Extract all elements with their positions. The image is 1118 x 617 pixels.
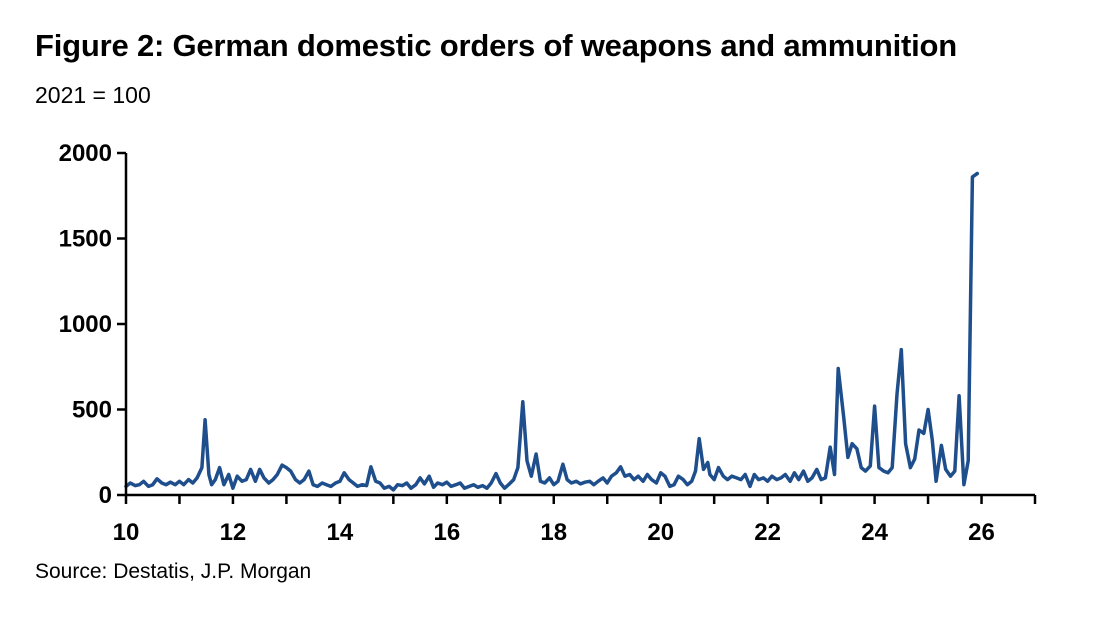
y-tick-label: 1500	[59, 226, 112, 253]
chart-title: Figure 2: German domestic orders of weap…	[35, 28, 958, 63]
x-tick-label: 24	[861, 519, 888, 546]
x-tick-label: 22	[754, 519, 781, 546]
y-axis: 0 500 1000 1500 2000	[59, 140, 128, 509]
x-tick-label: 10	[113, 519, 140, 546]
x-tick-label: 12	[220, 519, 247, 546]
x-tick-label: 26	[968, 519, 995, 546]
x-tick-label: 16	[433, 519, 460, 546]
y-tick-label: 500	[72, 397, 112, 424]
x-tick-label: 20	[647, 519, 674, 546]
plot-area	[124, 171, 980, 492]
source-note: Source: Destatis, J.P. Morgan	[35, 560, 312, 583]
y-tick-label: 1000	[59, 311, 112, 338]
x-axis: 10 12 14 16 18 20 22 24 26	[113, 493, 1037, 546]
series-line	[124, 171, 980, 492]
chart-subtitle: 2021 = 100	[35, 82, 151, 108]
x-tick-label: 18	[540, 519, 567, 546]
x-tick-label: 14	[327, 519, 354, 546]
y-tick-label: 2000	[59, 140, 112, 167]
y-tick-label: 0	[99, 482, 112, 509]
